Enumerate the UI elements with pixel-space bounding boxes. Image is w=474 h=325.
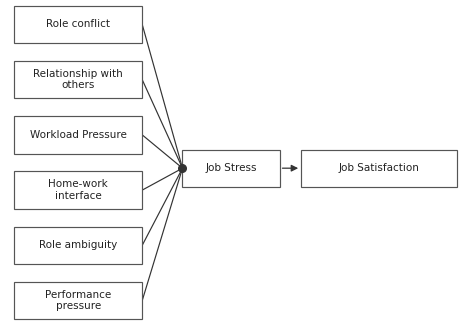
- Text: Workload Pressure: Workload Pressure: [30, 130, 127, 140]
- Text: Performance
pressure: Performance pressure: [45, 290, 111, 311]
- Text: Home-work
interface: Home-work interface: [48, 179, 108, 201]
- Text: Job Stress: Job Stress: [205, 163, 257, 173]
- Text: Role conflict: Role conflict: [46, 20, 110, 29]
- Bar: [301, 150, 457, 187]
- Bar: [182, 150, 280, 187]
- Text: Role ambiguity: Role ambiguity: [39, 240, 118, 250]
- Bar: [14, 61, 142, 98]
- Text: Job Satisfaction: Job Satisfaction: [339, 163, 419, 173]
- Bar: [14, 116, 142, 154]
- Text: Relationship with
others: Relationship with others: [33, 69, 123, 90]
- Bar: [14, 172, 142, 209]
- Bar: [14, 282, 142, 319]
- Bar: [14, 227, 142, 264]
- Bar: [14, 6, 142, 43]
